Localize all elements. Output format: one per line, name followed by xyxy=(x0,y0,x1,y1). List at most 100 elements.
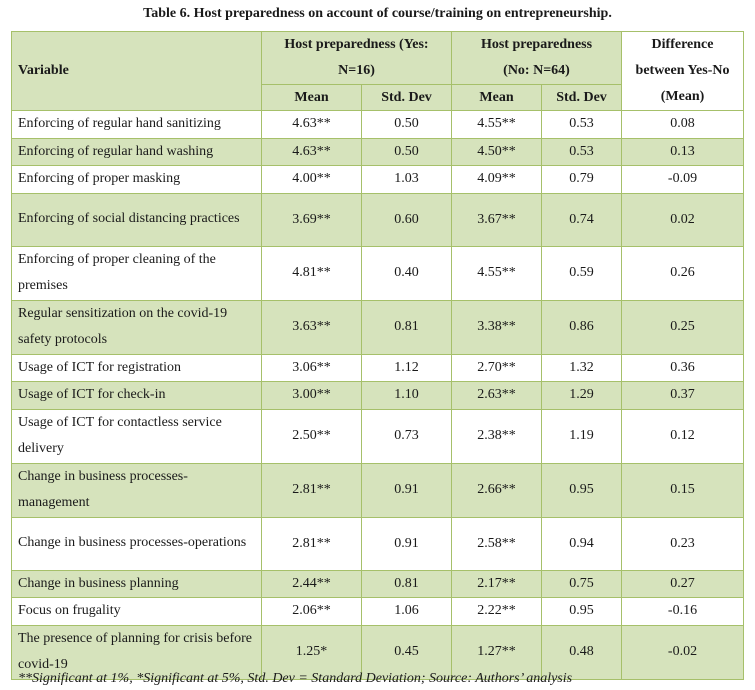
cell-no-mean: 2.66** xyxy=(451,462,542,518)
cell-diff: 0.15 xyxy=(621,462,745,518)
cell-no-sd: 0.79 xyxy=(540,165,623,194)
table-row: Usage of ICT for registration 3.06** 1.1… xyxy=(11,353,745,382)
header-diff-line2: between Yes-No xyxy=(635,63,730,78)
table-footnote: **Significant at 1%, *Significant at 5%,… xyxy=(18,671,573,686)
cell-no-sd: 0.94 xyxy=(540,516,623,571)
table-row: The presence of planning for crisis befo… xyxy=(11,624,745,680)
cell-diff: -0.09 xyxy=(621,165,745,194)
cell-no-mean: 2.17** xyxy=(451,569,542,598)
cell-yes-sd: 0.91 xyxy=(361,462,452,518)
cell-no-sd: 0.59 xyxy=(540,245,623,301)
cell-no-sd: 0.53 xyxy=(540,137,623,166)
data-table: Variable Host preparedness (Yes: N=16) H… xyxy=(11,31,745,680)
cell-yes-mean: 2.81** xyxy=(261,462,362,518)
header-yes-line1: Host preparedness (Yes: xyxy=(284,37,429,52)
cell-yes-mean: 2.06** xyxy=(261,597,362,626)
cell-yes-mean: 3.63** xyxy=(261,299,362,355)
cell-variable: Change in business processes-operations xyxy=(11,516,262,571)
cell-yes-sd: 0.91 xyxy=(361,516,452,571)
cell-yes-sd: 0.50 xyxy=(361,110,452,139)
cell-yes-sd: 0.73 xyxy=(361,408,452,464)
cell-no-sd: 1.29 xyxy=(540,381,623,410)
cell-yes-mean: 4.63** xyxy=(261,110,362,139)
header-diff-line3: (Mean) xyxy=(660,89,705,104)
cell-no-mean: 4.50** xyxy=(451,137,542,166)
cell-variable: Regular sensitization on the covid-19 sa… xyxy=(11,299,262,355)
cell-diff: 0.26 xyxy=(621,245,745,301)
cell-variable: Enforcing of proper masking xyxy=(11,165,262,194)
cell-no-sd: 0.48 xyxy=(540,624,623,680)
cell-no-mean: 2.38** xyxy=(451,408,542,464)
cell-no-mean: 2.63** xyxy=(451,381,542,410)
cell-yes-mean: 2.81** xyxy=(261,516,362,571)
table-row: Enforcing of social distancing practices… xyxy=(11,192,745,247)
cell-variable: Enforcing of proper cleaning of the prem… xyxy=(11,245,262,301)
cell-yes-sd: 1.12 xyxy=(361,353,452,382)
table-caption: Table 6. Host preparedness on account of… xyxy=(143,6,612,21)
cell-diff: -0.02 xyxy=(621,624,745,680)
header-diff-line1: Difference xyxy=(651,37,714,52)
cell-yes-sd: 0.40 xyxy=(361,245,452,301)
table-row: Regular sensitization on the covid-19 sa… xyxy=(11,299,745,355)
table-row: Usage of ICT for check-in 3.00** 1.10 2.… xyxy=(11,381,745,410)
cell-variable: Change in business planning xyxy=(11,569,262,598)
cell-yes-sd: 1.10 xyxy=(361,381,452,410)
table-row: Usage of ICT for contactless service del… xyxy=(11,408,745,464)
cell-diff: 0.13 xyxy=(621,137,745,166)
cell-no-sd: 0.75 xyxy=(540,569,623,598)
cell-yes-mean: 4.81** xyxy=(261,245,362,301)
table-row: Enforcing of regular hand washing 4.63**… xyxy=(11,137,745,166)
cell-no-mean: 4.55** xyxy=(451,110,542,139)
cell-variable: Usage of ICT for contactless service del… xyxy=(11,408,262,464)
cell-diff: 0.12 xyxy=(621,408,745,464)
cell-variable: Usage of ICT for registration xyxy=(11,353,262,382)
header-yes-sd: Std. Dev xyxy=(361,84,452,111)
table-row: Focus on frugality 2.06** 1.06 2.22** 0.… xyxy=(11,597,745,626)
header-yes-group: Host preparedness (Yes: N=16) xyxy=(261,31,452,85)
cell-no-mean: 1.27** xyxy=(451,624,542,680)
header-no-sd: Std. Dev xyxy=(540,84,623,111)
cell-yes-sd: 1.06 xyxy=(361,597,452,626)
cell-yes-mean: 4.63** xyxy=(261,137,362,166)
cell-diff: 0.27 xyxy=(621,569,745,598)
cell-no-mean: 4.55** xyxy=(451,245,542,301)
cell-yes-mean: 2.50** xyxy=(261,408,362,464)
cell-no-sd: 1.32 xyxy=(540,353,623,382)
table-row: Enforcing of proper masking 4.00** 1.03 … xyxy=(11,165,745,194)
header-no-line2: (No: N=64) xyxy=(503,63,570,78)
cell-diff: 0.37 xyxy=(621,381,745,410)
cell-yes-mean: 3.06** xyxy=(261,353,362,382)
header-no-line1: Host preparedness xyxy=(480,37,593,52)
cell-variable: Enforcing of regular hand washing xyxy=(11,137,262,166)
cell-yes-sd: 1.03 xyxy=(361,165,452,194)
header-yes-mean: Mean xyxy=(261,84,362,111)
header-difference: Difference between Yes-No (Mean) xyxy=(621,31,745,111)
cell-diff: 0.36 xyxy=(621,353,745,382)
cell-variable: The presence of planning for crisis befo… xyxy=(11,624,262,680)
cell-no-mean: 2.58** xyxy=(451,516,542,571)
cell-no-mean: 4.09** xyxy=(451,165,542,194)
header-yes-line2: N=16) xyxy=(338,63,375,78)
cell-yes-mean: 2.44** xyxy=(261,569,362,598)
table-row: Enforcing of proper cleaning of the prem… xyxy=(11,245,745,301)
cell-no-mean: 3.67** xyxy=(451,192,542,247)
cell-no-sd: 0.86 xyxy=(540,299,623,355)
cell-diff: 0.23 xyxy=(621,516,745,571)
header-variable: Variable xyxy=(11,31,262,111)
header-no-mean: Mean xyxy=(451,84,542,111)
cell-no-mean: 3.38** xyxy=(451,299,542,355)
cell-yes-sd: 0.60 xyxy=(361,192,452,247)
cell-diff: -0.16 xyxy=(621,597,745,626)
cell-no-mean: 2.70** xyxy=(451,353,542,382)
cell-no-sd: 0.95 xyxy=(540,462,623,518)
cell-yes-sd: 0.50 xyxy=(361,137,452,166)
cell-variable: Focus on frugality xyxy=(11,597,262,626)
cell-no-sd: 1.19 xyxy=(540,408,623,464)
table-row: Enforcing of regular hand sanitizing 4.6… xyxy=(11,110,745,139)
cell-no-sd: 0.95 xyxy=(540,597,623,626)
table-row: Change in business planning 2.44** 0.81 … xyxy=(11,569,745,598)
cell-diff: 0.08 xyxy=(621,110,745,139)
cell-yes-sd: 0.81 xyxy=(361,569,452,598)
cell-variable: Change in business processes-management xyxy=(11,462,262,518)
header-no-group: Host preparedness (No: N=64) xyxy=(450,31,623,85)
